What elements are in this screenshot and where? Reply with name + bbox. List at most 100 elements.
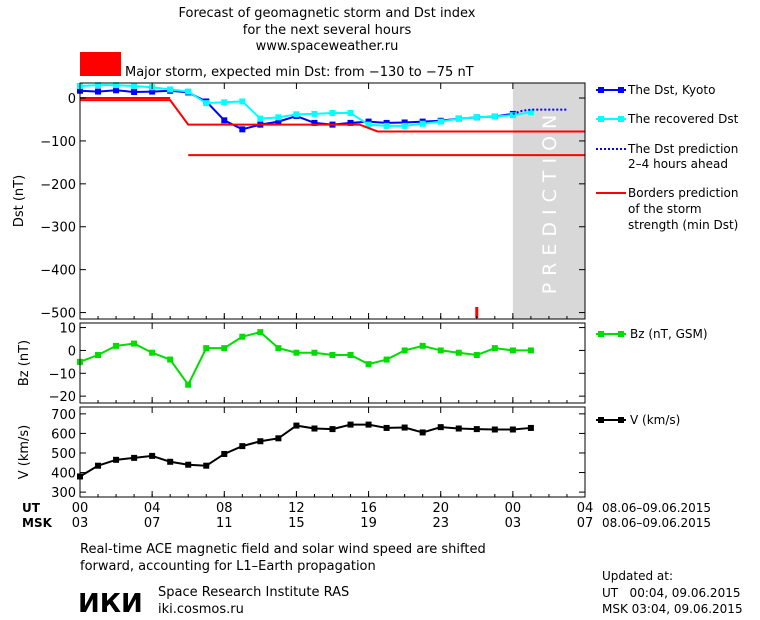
data-point [221, 450, 228, 457]
data-point [419, 429, 426, 436]
data-point [131, 454, 138, 461]
data-point [185, 381, 192, 388]
msk-date-range: 08.06–09.06.2015 [602, 516, 711, 530]
bz-panel: 10 0 −10 −20 Bz (nT) [17, 322, 586, 405]
dst-panel-frame [79, 82, 586, 320]
data-point [221, 99, 228, 106]
data-point [149, 452, 156, 459]
data-point [275, 118, 282, 125]
data-point [275, 114, 282, 121]
data-point [473, 426, 480, 433]
data-point [401, 119, 408, 126]
footer-note-line1: Real-time ACE magnetic field and solar w… [80, 542, 486, 557]
y-tick-label: 300 [51, 486, 76, 501]
data-point [437, 118, 444, 125]
series-line [79, 423, 531, 478]
data-point [275, 435, 282, 442]
legend-dst-kyoto: The Dst, Kyoto [627, 83, 715, 97]
legend-prediction-line1: The Dst prediction [627, 142, 738, 156]
data-point [239, 333, 246, 340]
data-point [455, 425, 462, 432]
bz-legend: Bz (nT, GSM) [596, 327, 708, 341]
data-point [149, 349, 156, 356]
msk-tick-label: 19 [360, 516, 377, 531]
legend-borders-line3: strength (min Dst) [628, 218, 738, 232]
data-point [473, 352, 480, 358]
msk-tick-label: 03 [72, 516, 89, 531]
v-panel: 700 600 500 400 300 V (km/s) [17, 406, 586, 501]
y-tick-label: 700 [51, 408, 76, 423]
updated-ut: UT 00:04, 09.06.2015 [602, 586, 740, 600]
storm-expectation-label: Major storm, expected min Dst: from −130… [125, 65, 474, 80]
data-point [527, 424, 534, 431]
data-point [491, 113, 498, 120]
updated-label: Updated at: [602, 569, 673, 583]
data-point [311, 425, 318, 432]
data-point [383, 122, 390, 129]
data-point [347, 119, 354, 126]
data-point [275, 345, 282, 352]
legend-recovered-marker [618, 116, 624, 122]
data-point [347, 352, 354, 358]
data-point [203, 100, 210, 107]
msk-axis-label: MSK [22, 516, 53, 530]
y-tick-label: 10 [59, 322, 76, 337]
data-point [167, 458, 174, 465]
data-point [419, 120, 426, 127]
data-point [437, 424, 444, 431]
data-point [347, 110, 354, 117]
data-point [365, 121, 372, 128]
ut-tick-label: 16 [360, 501, 377, 516]
ut-tick-label: 20 [432, 501, 449, 516]
data-point [455, 115, 462, 122]
data-point [113, 342, 120, 349]
legend-recovered-dst: The recovered Dst [627, 112, 739, 126]
ut-axis-label: UT [22, 501, 41, 515]
data-point [167, 356, 174, 363]
y-tick-label: −10 [49, 367, 76, 382]
data-point [509, 347, 516, 354]
data-point [293, 422, 300, 429]
time-axis: UT MSK 00 04 08 12 16 20 00 04 03 07 11 15 19 23 03 07… [22, 501, 711, 531]
data-point [113, 82, 120, 89]
y-tick-label: 500 [51, 447, 76, 462]
data-point [113, 87, 120, 94]
legend-dst-kyoto-marker [598, 87, 604, 93]
data-point [95, 352, 102, 358]
data-point [329, 352, 336, 358]
ut-tick-label: 04 [577, 501, 594, 516]
y-tick-label: −200 [40, 178, 76, 193]
data-point [311, 119, 318, 126]
data-point [401, 347, 408, 354]
website-link[interactable]: www.spaceweather.ru [256, 39, 399, 54]
msk-tick-label: 07 [577, 516, 594, 531]
series-line [79, 331, 531, 387]
data-point [347, 421, 354, 428]
data-point [221, 117, 228, 124]
data-point [419, 342, 426, 349]
data-point [221, 345, 228, 352]
data-point [167, 86, 174, 93]
data-point [365, 421, 372, 428]
y-tick-label: 600 [51, 427, 76, 442]
institute-site-link[interactable]: iki.cosmos.ru [158, 602, 244, 617]
y-tick-label: 400 [51, 467, 76, 482]
data-point [95, 88, 102, 95]
data-point [365, 361, 372, 368]
y-tick-label: −500 [40, 307, 76, 322]
y-tick-label: −20 [49, 390, 76, 405]
data-point [383, 119, 390, 126]
data-point [293, 111, 300, 118]
border-prediction-line [80, 99, 585, 133]
data-point [491, 426, 498, 433]
data-point [131, 83, 138, 90]
data-point [329, 426, 336, 433]
legend-recovered-marker [598, 116, 604, 122]
ut-tick-label: 00 [72, 501, 89, 516]
data-point [311, 110, 318, 117]
legend-v: V (km/s) [630, 413, 680, 427]
data-point [257, 115, 264, 122]
ut-tick-label: 12 [288, 501, 305, 516]
legend-dst-kyoto-marker [618, 87, 624, 93]
